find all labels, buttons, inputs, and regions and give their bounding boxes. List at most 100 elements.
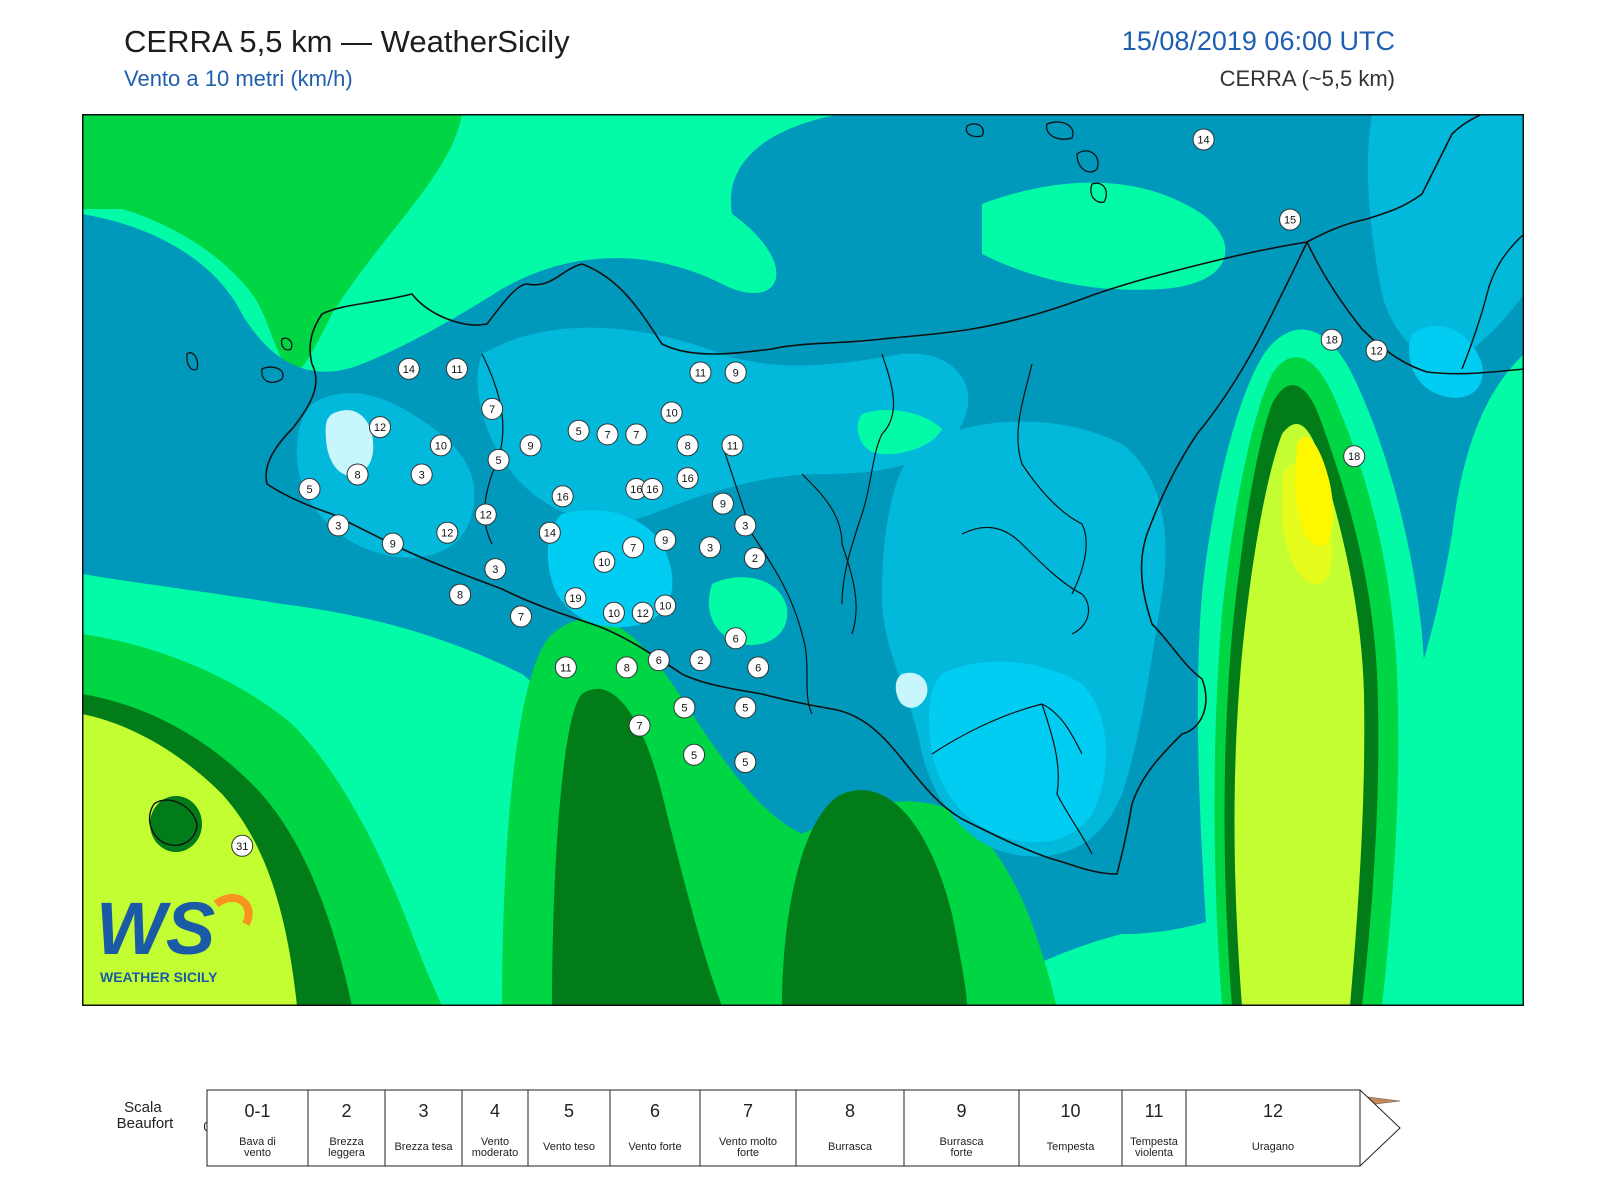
map-border <box>82 114 1524 1006</box>
beaufort-class: 12 Uragano <box>1185 1089 1401 1167</box>
station-value: 9 <box>733 367 739 379</box>
station-marker: 8 <box>676 434 699 457</box>
station-value: 6 <box>755 662 761 674</box>
station-marker: 9 <box>711 492 734 515</box>
beaufort-name: Brezza <box>329 1136 364 1148</box>
station-value: 18 <box>1348 451 1360 463</box>
model-label: CERRA (~5,5 km) <box>1219 66 1395 91</box>
station-marker: 3 <box>699 536 722 559</box>
station-marker: 10 <box>602 601 625 624</box>
station-value: 5 <box>742 757 748 769</box>
beaufort-name: Vento teso <box>543 1141 595 1153</box>
beaufort-number: 8 <box>845 1101 855 1121</box>
coastline-aeolian <box>1046 121 1074 140</box>
station-marker: 11 <box>554 656 577 679</box>
station-value: 11 <box>727 440 738 452</box>
station-value: 5 <box>576 426 582 438</box>
coastline-pantelleria <box>149 799 198 846</box>
station-circle <box>1365 339 1388 362</box>
wind-zone-north-sicily <box>477 327 969 523</box>
station-marker: 10 <box>654 594 677 617</box>
beaufort-class: 5 Vento teso <box>527 1089 611 1167</box>
coastline-egadi <box>261 366 284 383</box>
station-value: 16 <box>557 491 569 503</box>
station-value: 10 <box>665 408 677 420</box>
logo-mark: WS <box>96 887 215 970</box>
station-circle <box>449 583 472 606</box>
station-value: 7 <box>518 611 524 623</box>
station-value: 3 <box>742 520 748 532</box>
station-circle <box>734 514 757 537</box>
station-value: 12 <box>441 528 453 540</box>
station-circle <box>436 521 459 544</box>
station-value: 8 <box>624 662 630 674</box>
station-value: 19 <box>569 593 581 605</box>
station-marker: 2 <box>689 649 712 672</box>
station-marker: 15 <box>1279 208 1302 231</box>
station-marker: 10 <box>593 550 616 573</box>
beaufort-name: Vento forte <box>628 1141 681 1153</box>
station-value: 8 <box>355 469 361 481</box>
beaufort-name: violenta <box>1135 1147 1174 1159</box>
station-circle <box>519 434 542 457</box>
station-marker: 6 <box>747 656 770 679</box>
beaufort-number: 6 <box>650 1101 660 1121</box>
station-value: 14 <box>1197 134 1209 146</box>
coastline-calabria <box>1306 114 1483 243</box>
wind-zone-central <box>82 114 1524 1006</box>
province-border <box>931 703 1083 755</box>
station-circle <box>231 834 254 857</box>
station-circle <box>673 696 696 719</box>
beaufort-name: leggera <box>328 1147 366 1159</box>
map-subtitle: Vento a 10 metri (km/h) <box>124 66 353 91</box>
station-value: 6 <box>656 655 662 667</box>
station-circle <box>622 536 645 559</box>
beaufort-number: 7 <box>743 1101 753 1121</box>
beaufort-number: 0-1 <box>244 1101 270 1121</box>
beaufort-number: 9 <box>956 1101 966 1121</box>
station-marker: 5 <box>487 448 510 471</box>
station-circle <box>445 357 468 380</box>
station-circle <box>660 401 683 424</box>
station-marker: 3 <box>410 463 433 486</box>
station-marker: 16 <box>641 478 664 501</box>
station-circle <box>298 478 321 501</box>
station-marker: 7 <box>510 605 533 628</box>
station-marker: 12 <box>474 503 497 526</box>
beaufort-name: Uragano <box>1252 1141 1294 1153</box>
station-circle <box>1320 328 1343 351</box>
station-value: 16 <box>646 484 658 496</box>
station-value: 3 <box>419 469 425 481</box>
station-circle <box>654 594 677 617</box>
station-marker: 11 <box>721 434 744 457</box>
station-marker: 12 <box>436 521 459 544</box>
station-marker: 2 <box>743 547 766 570</box>
station-marker: 16 <box>676 467 699 490</box>
station-marker: 12 <box>369 416 392 439</box>
beaufort-label: Scala Beaufort <box>117 1099 175 1132</box>
station-value: 3 <box>335 520 341 532</box>
coastline-aeolian <box>1076 150 1099 173</box>
station-value: 3 <box>707 542 713 554</box>
station-value: 9 <box>390 539 396 551</box>
station-value: 14 <box>403 364 415 376</box>
station-value: 5 <box>742 702 748 714</box>
province-border <box>841 353 895 605</box>
station-value: 18 <box>1326 335 1338 347</box>
station-circle <box>1192 128 1215 151</box>
station-value: 7 <box>633 429 639 441</box>
coastline-aeolian <box>1090 182 1107 203</box>
beaufort-class: 3 Brezza tesa <box>384 1089 463 1167</box>
station-circle <box>676 434 699 457</box>
station-circle <box>683 743 706 766</box>
station-marker: 11 <box>445 357 468 380</box>
logo: WS WEATHER SICILY <box>96 887 253 985</box>
beaufort-name: Burrasca <box>939 1136 984 1148</box>
forecast-datetime: 15/08/2019 06:00 UTC <box>1121 26 1395 56</box>
station-marker: 7 <box>625 423 648 446</box>
station-marker: 8 <box>615 656 638 679</box>
station-circle <box>484 558 507 581</box>
station-value: 16 <box>630 484 642 496</box>
